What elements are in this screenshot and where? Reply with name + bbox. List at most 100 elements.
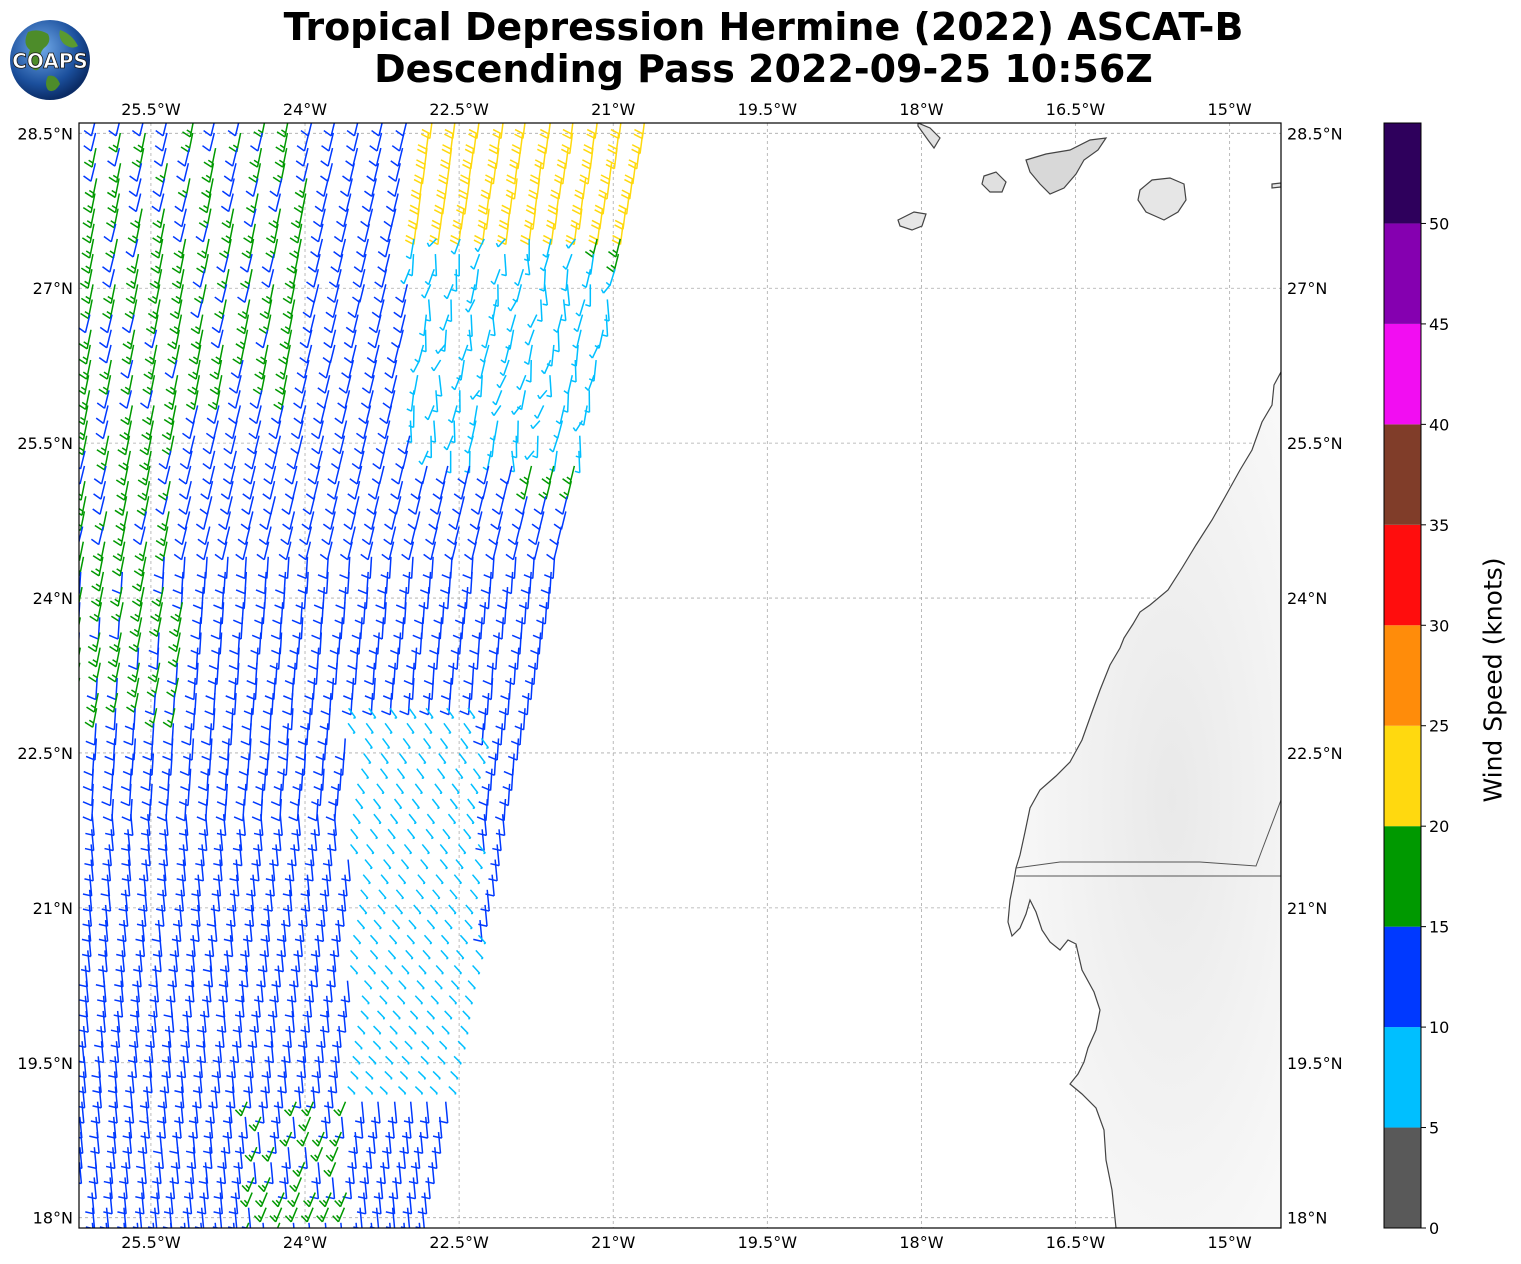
wind-barb-flag (137, 1150, 147, 1154)
wind-barb-staff (221, 602, 225, 624)
wind-barb-staff (56, 617, 60, 636)
wind-barb-flag (520, 239, 530, 246)
wind-barb-staff (516, 738, 520, 761)
wind-barb-staff (74, 708, 78, 727)
wind-barb-flag (170, 1165, 180, 1170)
wind-barb-flag (105, 832, 115, 837)
wind-barb-staff (394, 178, 401, 197)
wind-barb-flag (331, 938, 341, 943)
wind-barb-flag (88, 661, 97, 668)
wind-barb-flag (366, 175, 375, 182)
canary-island-3 (981, 171, 1007, 193)
wind-barb-half-flag (134, 220, 140, 225)
wind-barb-staff (400, 299, 407, 318)
wind-barb-flag (377, 432, 386, 440)
wind-barb-flag (110, 1044, 120, 1049)
wind-barb-staff (334, 465, 341, 485)
wind-barb-staff (197, 299, 204, 318)
wind-barb-flag (614, 219, 624, 226)
wind-barb-staff (277, 647, 281, 670)
wind-barb-flag (155, 508, 164, 515)
wind-barb-half-flag (186, 129, 192, 134)
wind-barb-staff (421, 1040, 430, 1050)
wind-barb-staff (327, 163, 334, 182)
wind-barb-flag (242, 493, 251, 500)
wind-barb-staff (427, 1177, 431, 1199)
wind-barb-staff (333, 814, 338, 836)
wind-barb-staff (237, 1162, 242, 1184)
wind-barb-staff (84, 390, 91, 410)
wind-barb-staff (526, 253, 531, 275)
wind-barb-flag (176, 175, 185, 182)
wind-barb-staff (336, 1041, 340, 1063)
wind-barb-staff (380, 874, 389, 884)
wind-barb-flag (139, 449, 149, 456)
wind-barb-staff (380, 284, 387, 303)
wind-barb-staff (310, 692, 314, 715)
wind-barb-staff (444, 919, 453, 929)
wind-barb-flag (162, 740, 173, 746)
wind-barb-staff (209, 435, 216, 454)
wind-barb-staff (253, 1162, 257, 1184)
wind-barb-staff (328, 132, 335, 152)
wind-barb-staff (421, 465, 428, 485)
wind-barb-half-flag (572, 427, 577, 432)
wind-barb-flag (208, 664, 219, 670)
wind-barb-half-flag (533, 414, 538, 419)
wind-barb-flag (284, 478, 293, 485)
wind-barb-half-flag (63, 236, 67, 239)
wind-barb-staff (564, 148, 569, 169)
wind-barb-staff (403, 1222, 406, 1228)
wind-barb-half-flag (41, 206, 45, 209)
wind-barb-flag (106, 695, 117, 701)
wind-barb-flag (45, 787, 54, 791)
lon-tick-label: 25.5°W (121, 100, 181, 119)
wind-barb-half-flag (530, 424, 534, 429)
wind-barb-half-flag (247, 235, 253, 240)
wind-barb-half-flag (131, 689, 137, 694)
wind-barb-flag (416, 159, 426, 165)
wind-barb-staff (37, 799, 38, 821)
wind-barb-flag (79, 559, 80, 562)
wind-barb-staff (145, 859, 149, 881)
wind-barb-staff (473, 405, 478, 426)
wind-barb-staff (403, 268, 411, 284)
border-line-1 (1015, 799, 1281, 869)
wind-barb-flag (270, 801, 281, 807)
wind-barb-staff (178, 1116, 182, 1139)
wind-barb-staff (426, 813, 436, 824)
wind-barb-staff (483, 465, 490, 485)
wind-barb-staff (526, 450, 535, 460)
wind-barb-staff (526, 692, 530, 715)
wind-barb-half-flag (288, 1214, 294, 1220)
wind-barb-flag (170, 615, 179, 622)
wind-barb-staff (283, 1071, 287, 1093)
wind-barb-flag (134, 555, 144, 562)
wind-barb-staff (193, 677, 196, 700)
wind-barb-flag (355, 1120, 365, 1124)
wind-barb-staff (341, 904, 345, 927)
wind-barb-staff (411, 677, 415, 700)
wind-barb-staff (54, 769, 55, 791)
wind-barb-flag (277, 755, 288, 761)
wind-barb-staff (215, 390, 221, 410)
wind-barb-staff (104, 904, 109, 927)
wind-barb-staff (87, 950, 91, 972)
wind-barb-flag (382, 1150, 392, 1154)
wind-barb-staff (500, 123, 504, 139)
wind-barb-staff (448, 1086, 457, 1095)
wind-barb-flag (193, 297, 203, 305)
wind-barb-staff (133, 1056, 138, 1078)
wind-barb-staff (431, 798, 440, 809)
wind-barb-staff (408, 707, 417, 719)
wind-barb-staff (598, 329, 604, 349)
wind-barb-flag (166, 680, 177, 686)
wind-barb-staff (309, 314, 316, 333)
wind-barb-flag (521, 695, 532, 701)
wind-barb-staff (144, 480, 151, 501)
wind-barb-half-flag (79, 554, 81, 558)
wind-barb-staff (317, 1162, 321, 1184)
wind-barb-flag (237, 296, 246, 303)
wind-barb-half-flag (566, 476, 572, 481)
wind-barb-flag (302, 311, 311, 319)
